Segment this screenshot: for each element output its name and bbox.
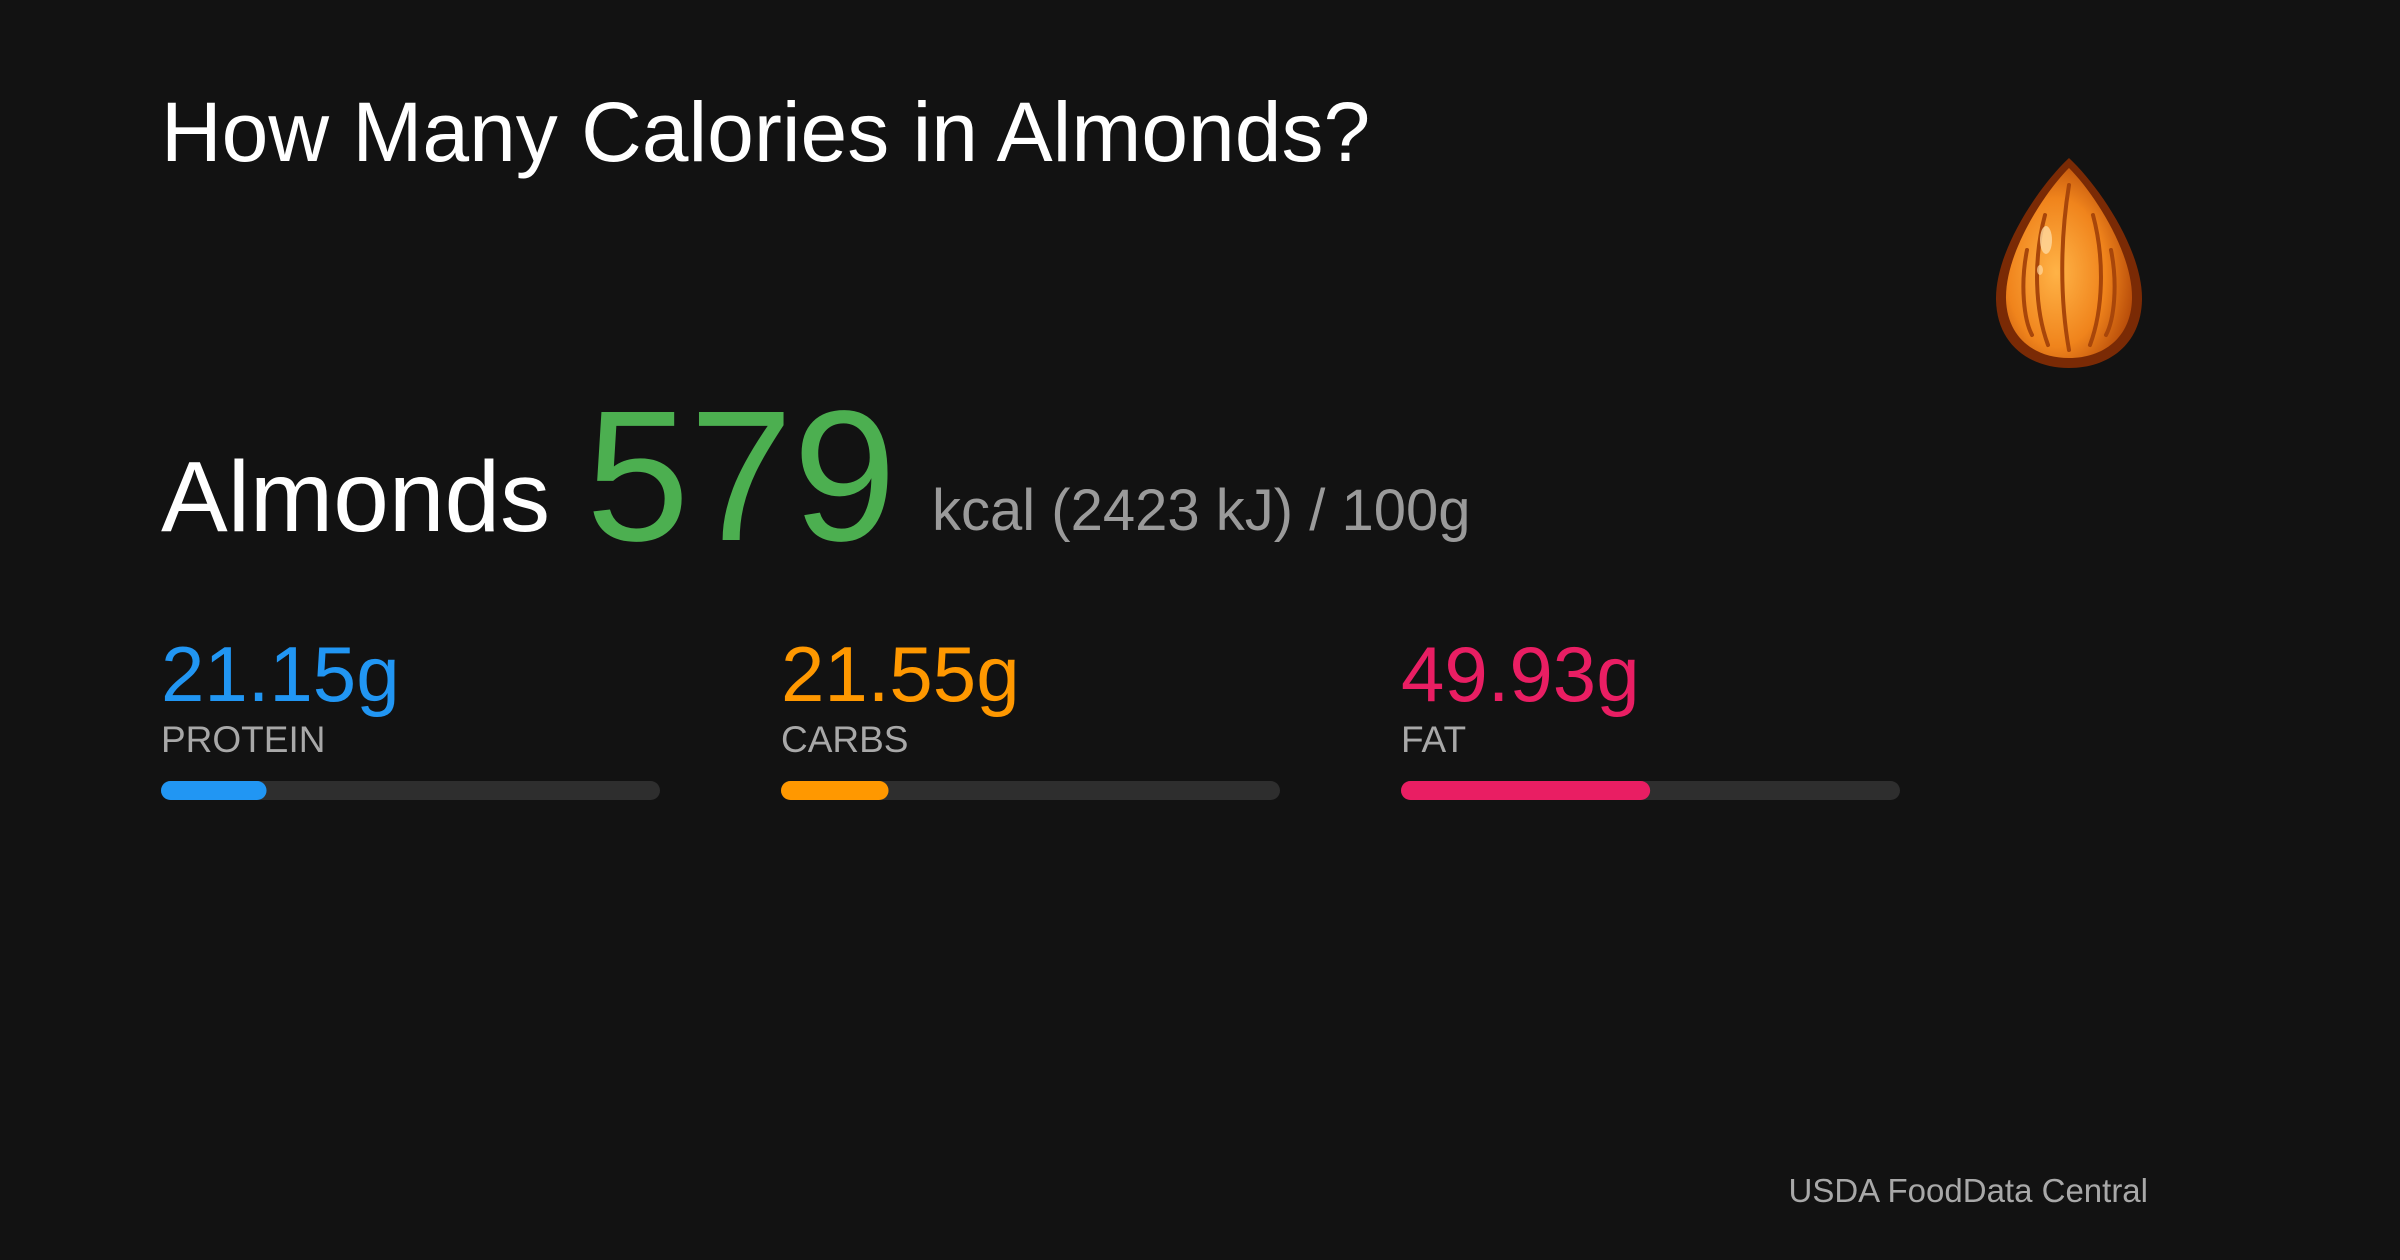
energy-detail: kcal (2423 kJ) / 100g: [932, 478, 1470, 543]
macro-value: 21.15g: [161, 630, 400, 718]
food-name: Almonds: [161, 441, 550, 553]
macro-bar: [781, 781, 889, 800]
calorie-value: 579: [586, 373, 896, 580]
macro-track: [161, 781, 660, 800]
energy-unit: kcal: [932, 478, 1035, 543]
macro-name: FAT: [1401, 719, 1466, 760]
macro-value: 21.55g: [781, 630, 1020, 718]
macro-name: PROTEIN: [161, 719, 325, 760]
macro-track: [781, 781, 1280, 800]
macro-bar: [161, 781, 267, 800]
serving: 100g: [1341, 478, 1470, 543]
kilojoules: (2423 kJ): [1051, 478, 1293, 543]
title: How Many Calories in Almonds?: [161, 85, 1370, 179]
per: /: [1309, 478, 1326, 543]
macro-value: 49.93g: [1401, 630, 1640, 718]
macro-bar: [1401, 781, 1651, 800]
source: USDA FoodData Central: [1788, 1172, 2148, 1209]
macro-name: CARBS: [781, 719, 908, 760]
almond-icon: [1995, 158, 2143, 368]
